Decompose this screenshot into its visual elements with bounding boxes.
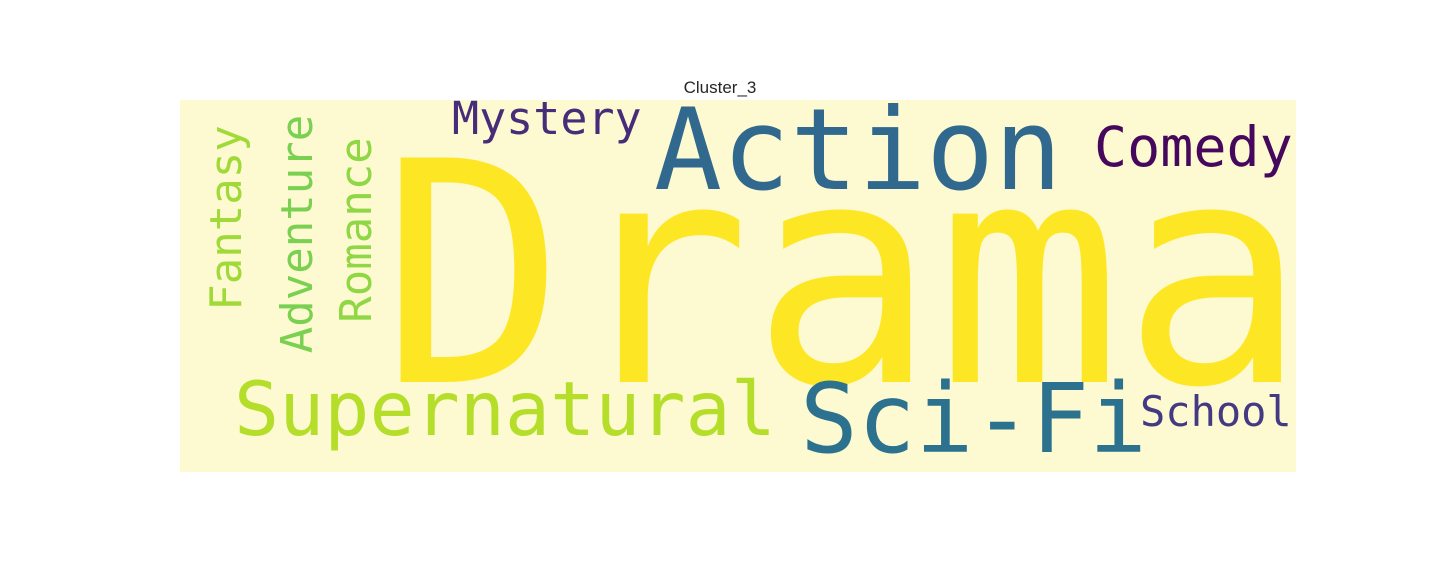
wordcloud-canvas: Drama Action Sci-Fi Supernatural Comedy … (180, 100, 1296, 472)
figure-title: Cluster_3 (683, 78, 757, 97)
word-drama: Drama (380, 100, 1296, 455)
word-romance: Romance (331, 137, 382, 323)
word-comedy: Comedy (1094, 115, 1293, 179)
word-adventure: Adventure (272, 114, 323, 354)
word-supernatural: Supernatural (234, 365, 776, 453)
word-school: School (1140, 387, 1292, 436)
word-action: Action (654, 100, 1063, 216)
word-fantasy: Fantasy (201, 125, 252, 311)
word-sci-fi: Sci-Fi (800, 363, 1147, 472)
word-mystery: Mystery (452, 100, 642, 145)
